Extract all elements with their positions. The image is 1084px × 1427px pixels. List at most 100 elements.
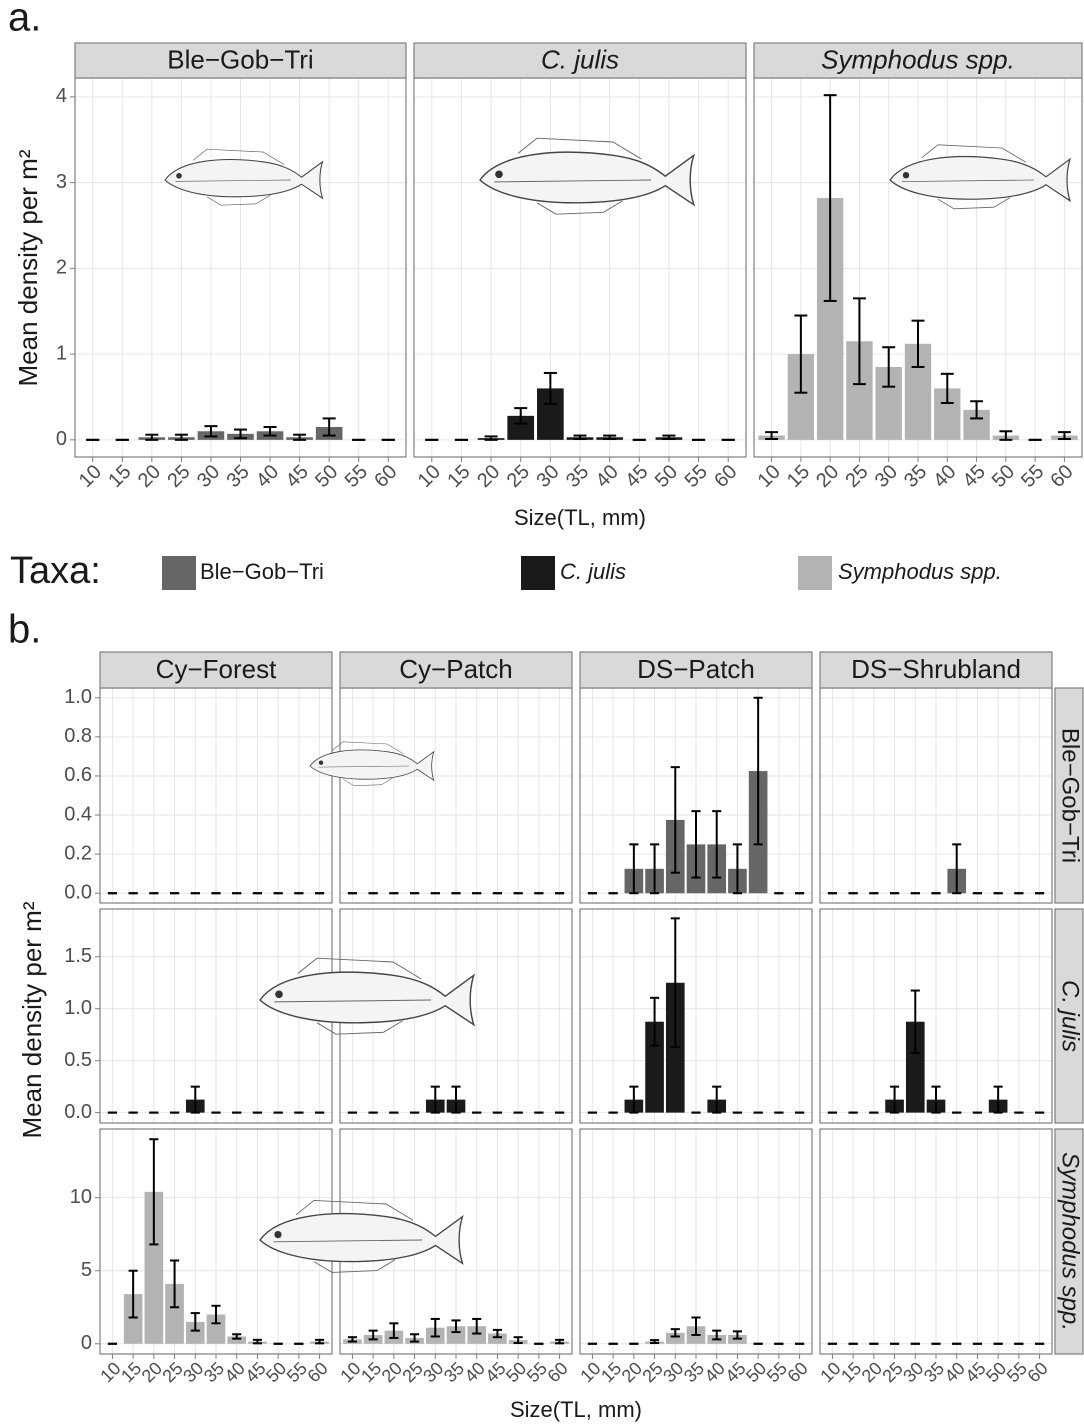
x-tick-label: 60 <box>1046 461 1077 492</box>
strip <box>819 651 1053 689</box>
strip-label: C. julis <box>1057 980 1084 1052</box>
x-tick-label: 25 <box>841 461 872 492</box>
error-bar <box>263 425 277 437</box>
x-tick-label: 10 <box>754 461 785 492</box>
facet <box>819 687 1053 904</box>
error-bar <box>662 434 676 440</box>
bar <box>905 1021 925 1113</box>
strip-label: Ble−Gob−Tri <box>1057 728 1084 863</box>
error-bar <box>890 1085 900 1114</box>
legend-swatch <box>798 556 832 590</box>
error-bar <box>322 417 336 437</box>
facet <box>99 687 333 904</box>
x-tick-label: 60 <box>370 461 401 492</box>
x-tick-label: 40 <box>592 461 623 492</box>
error-bar <box>882 346 896 388</box>
x-tick-label: 10 <box>414 461 445 492</box>
y-tick-label: 1.5 <box>64 945 92 967</box>
error-bar <box>911 319 925 368</box>
y-tick-label: 10 <box>70 1186 92 1208</box>
error-bar <box>484 435 498 441</box>
x-tick-label: 35 <box>562 461 593 492</box>
strip-label: C. julis <box>541 44 619 74</box>
error-bar <box>650 1339 660 1345</box>
x-axis-title: Size(TL, mm) <box>510 1397 642 1422</box>
x-tick-label: 55 <box>681 461 712 492</box>
bar <box>206 1314 226 1344</box>
strip-label: Cy−Forest <box>156 654 277 684</box>
x-tick-label: 15 <box>104 461 135 492</box>
error-bar <box>670 917 680 1049</box>
error-bar <box>170 1259 180 1309</box>
bar <box>645 1021 664 1113</box>
legend-title: Taxa: <box>10 550 101 592</box>
legend-swatch <box>162 556 196 590</box>
x-tick-label: 50 <box>651 461 682 492</box>
legend-label: Ble−Gob−Tri <box>200 559 324 584</box>
error-bar <box>315 1338 325 1345</box>
y-tick-label: 0.8 <box>64 725 92 747</box>
error-bar <box>629 843 639 895</box>
strip <box>1054 1128 1084 1355</box>
x-tick-label: 35 <box>900 461 931 492</box>
error-bar <box>573 434 587 440</box>
x-tick-label: 60 <box>783 1358 811 1386</box>
error-bar <box>145 433 159 441</box>
error-bar <box>712 1329 722 1341</box>
error-bar <box>691 810 701 879</box>
y-tick-label: 0.6 <box>64 764 92 786</box>
error-bar <box>823 94 837 302</box>
error-bar <box>190 1312 200 1332</box>
bar <box>165 1283 184 1344</box>
error-bar <box>970 400 984 420</box>
error-bar <box>347 1336 357 1343</box>
error-bar <box>472 1317 482 1335</box>
y-tick-label: 0.0 <box>64 882 92 904</box>
error-bar <box>753 696 763 846</box>
error-bar <box>931 1085 941 1114</box>
x-tick-label: 25 <box>503 461 534 492</box>
error-bar <box>712 810 722 879</box>
error-bar <box>732 1330 742 1340</box>
legend-label: C. julis <box>560 559 626 584</box>
strip-label: Symphodus spp. <box>1057 1152 1084 1331</box>
error-bar <box>368 1329 378 1341</box>
error-bar <box>430 1317 440 1338</box>
facet <box>579 908 813 1124</box>
x-tick-label: 40 <box>929 461 960 492</box>
error-bar <box>252 1338 262 1345</box>
x-tick-label: 20 <box>134 461 165 492</box>
error-bar <box>650 996 660 1047</box>
y-tick-label: 0 <box>81 1332 92 1354</box>
y-tick-label: 1.0 <box>64 997 92 1019</box>
facet <box>819 908 1053 1124</box>
bar <box>446 1326 466 1344</box>
error-bar <box>514 407 528 425</box>
error-bar <box>293 433 307 441</box>
x-tick-label: 50 <box>311 461 342 492</box>
legend-swatch <box>521 556 555 590</box>
facet <box>413 77 747 458</box>
error-bar <box>430 1085 440 1114</box>
y-axis-title: Mean density per m² <box>13 149 43 386</box>
strip <box>74 42 407 79</box>
error-bar <box>765 431 779 440</box>
x-tick-label: 55 <box>341 461 372 492</box>
bar <box>123 1294 143 1344</box>
bar <box>488 1333 507 1344</box>
x-axis-title: Size(TL, mm) <box>514 505 646 530</box>
x-tick-label: 45 <box>282 461 313 492</box>
panel-border <box>579 908 813 1124</box>
error-bar <box>451 1085 461 1114</box>
error-bar <box>190 1085 200 1114</box>
error-bar <box>204 425 218 438</box>
error-bar <box>852 297 866 386</box>
strip <box>1054 687 1084 904</box>
y-tick-label: 5 <box>81 1259 92 1281</box>
x-tick-label: 60 <box>303 1358 331 1386</box>
error-bar <box>691 1316 701 1337</box>
x-tick-label: 45 <box>959 461 990 492</box>
error-bar <box>232 1333 242 1340</box>
x-tick-label: 30 <box>871 461 902 492</box>
error-bar <box>149 1138 159 1246</box>
